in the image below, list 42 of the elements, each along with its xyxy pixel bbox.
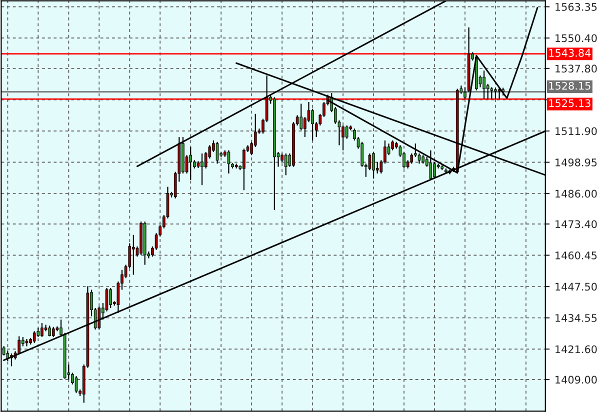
candlestick xyxy=(60,319,62,337)
candlestick xyxy=(32,330,36,344)
y-tick-label: 1473.40 xyxy=(556,220,597,228)
ref-line-label: 1528.15 xyxy=(549,82,590,90)
candlestick xyxy=(132,234,135,276)
y-tick-label: 1409.00 xyxy=(556,376,597,384)
y-tick-label: 1447.50 xyxy=(556,282,597,291)
candlestick xyxy=(227,150,230,174)
candlestick xyxy=(40,322,44,338)
y-tick-label: 1486.00 xyxy=(556,190,597,198)
candlestick xyxy=(464,86,466,100)
candlestick xyxy=(372,151,375,180)
candlestick xyxy=(345,124,348,140)
y-tick-label: 1511.90 xyxy=(556,127,597,136)
candlestick xyxy=(498,87,501,100)
candlestick xyxy=(242,148,246,191)
candlestick xyxy=(391,140,394,151)
candlestick xyxy=(284,152,288,176)
candlestick xyxy=(109,287,112,309)
candlestick xyxy=(52,326,55,338)
y-tick-label: 1434.55 xyxy=(556,314,597,322)
candlestick xyxy=(200,152,204,186)
y-tick-label: 1460.45 xyxy=(556,252,597,260)
candlestick xyxy=(482,70,486,100)
candlestick xyxy=(494,87,497,100)
candlestick xyxy=(74,376,78,394)
ref-line-label: 1525.13 xyxy=(549,99,590,108)
y-tick-label: 1550.40 xyxy=(556,34,597,42)
y-tick-label: 1537.80 xyxy=(556,64,597,73)
y-tick-label: 1421.60 xyxy=(556,345,597,354)
candlestick xyxy=(48,325,52,337)
y-tick-label: 1498.95 xyxy=(556,158,597,166)
candlestick xyxy=(342,124,344,151)
candlestick xyxy=(216,141,219,164)
y-tick-label: 1563.35 xyxy=(556,2,597,11)
candlestick xyxy=(410,152,414,164)
candlestick xyxy=(360,141,364,168)
candlestick xyxy=(98,306,101,330)
candlestick xyxy=(490,86,494,100)
candlestick xyxy=(300,103,303,131)
candlestick xyxy=(189,146,192,181)
ref-line-label: 1543.84 xyxy=(549,49,591,57)
